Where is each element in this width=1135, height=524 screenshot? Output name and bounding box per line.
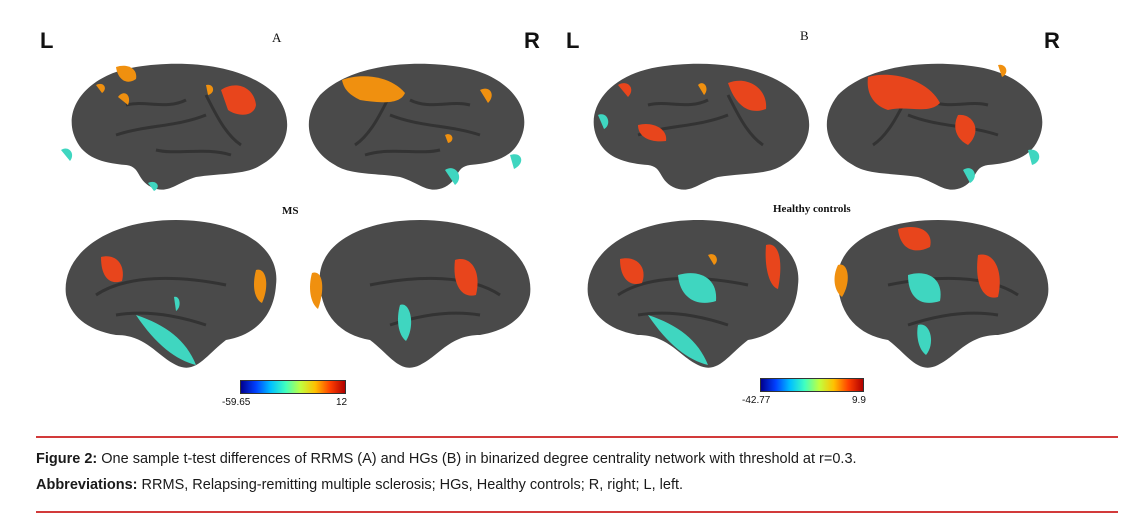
panel-b-colorbar: [760, 378, 864, 392]
panel-a-colorbar-min: -59.65: [222, 397, 251, 408]
panel-a-letter: A: [272, 30, 282, 45]
panel-b-right-lateral-brain: [826, 63, 1043, 190]
abbreviations-text: RRMS, Relapsing-remitting multiple scler…: [137, 477, 684, 493]
panel-b-right-label: R: [1044, 28, 1060, 53]
figure-label: Figure 2:: [36, 451, 98, 467]
panel-a-right-medial-brain: [310, 220, 531, 368]
caption-bottom-rule: [36, 511, 1118, 513]
panel-a-colorbar-max: 12: [336, 397, 348, 408]
panel-a-left-medial-brain: [65, 220, 277, 368]
panel-b-left-lateral-brain: [593, 63, 810, 190]
abbreviations-caption: Abbreviations: RRMS, Relapsing-remitting…: [36, 477, 683, 493]
panel-b-colorbar-min: -42.77: [742, 395, 771, 406]
caption-top-rule: [36, 436, 1118, 438]
panel-a-left-label: L: [40, 28, 54, 53]
panel-a-right-label: R: [524, 28, 540, 53]
panel-b-letter: B: [800, 28, 809, 43]
panel-b-left-label: L: [566, 28, 580, 53]
panel-b-left-medial-brain: [587, 220, 799, 368]
panel-a-colorbar: [240, 380, 346, 394]
panel-b-group-label: Healthy controls: [773, 203, 851, 215]
figure-caption-text: One sample t-test differences of RRMS (A…: [97, 451, 857, 467]
panel-b-colorbar-max: 9.9: [852, 395, 866, 406]
panel-a-left-lateral-brain: [61, 63, 288, 191]
panel-b-right-medial-brain: [834, 220, 1049, 368]
figure-2: L A R MS L B R Healthy controls: [40, 28, 1060, 408]
panel-a-right-lateral-brain: [308, 63, 525, 190]
figure-caption: Figure 2: One sample t-test differences …: [36, 451, 857, 467]
panel-a-group-label: MS: [282, 205, 299, 217]
abbreviations-label: Abbreviations:: [36, 477, 138, 493]
